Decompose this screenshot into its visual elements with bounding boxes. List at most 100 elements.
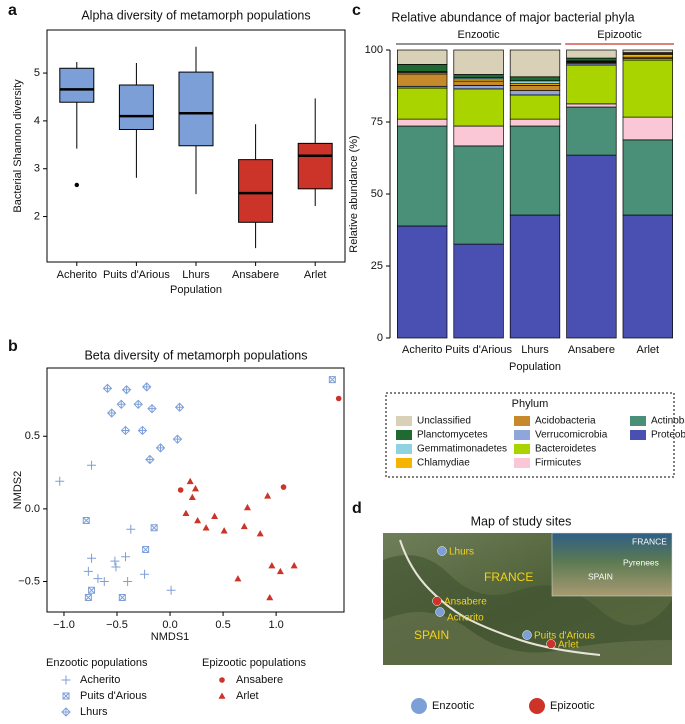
chart-title: Alpha diversity of metamorph populations — [81, 8, 310, 22]
point — [276, 567, 284, 575]
point — [243, 503, 251, 511]
point — [186, 477, 194, 485]
point — [106, 408, 117, 418]
x-tick-label: 0.0 — [162, 619, 177, 631]
map-title: Map of study sites — [471, 514, 572, 528]
point — [120, 552, 130, 562]
legend-swatch — [396, 458, 412, 468]
site-marker — [546, 639, 556, 649]
point — [194, 517, 202, 524]
point — [133, 399, 143, 410]
group-label: Epizootic — [597, 29, 642, 41]
site-label: Puits d'Arious — [534, 631, 595, 642]
bar-segment — [622, 53, 673, 58]
legend-label: Arlet — [236, 690, 259, 702]
bar-segment — [397, 118, 448, 127]
bar-segment — [397, 225, 448, 339]
bar-segment — [566, 154, 617, 339]
bar-segment — [509, 118, 561, 127]
legend-label: Firmicutes — [535, 458, 581, 469]
legend-box — [385, 392, 675, 478]
box — [118, 84, 154, 130]
bar-segment — [566, 106, 617, 156]
site-marker — [435, 607, 445, 617]
bar-segment — [622, 139, 673, 216]
x-tick-label: Puits d'Arious — [103, 269, 170, 281]
point — [240, 522, 248, 530]
y-tick-label: 2 — [34, 210, 40, 222]
point — [150, 524, 158, 532]
panel-letter: c — [352, 2, 361, 19]
point — [61, 707, 71, 717]
legend-title: Phylum — [512, 398, 549, 410]
bar-segment — [622, 214, 673, 339]
point — [87, 460, 97, 470]
point — [220, 527, 228, 534]
x-tick-label: Puits d'Arious — [445, 344, 512, 356]
point — [290, 562, 298, 569]
point — [182, 509, 190, 517]
point — [188, 493, 196, 501]
site-label: Ansabere — [444, 597, 487, 608]
point — [126, 524, 136, 534]
legend-label: Actinobacteria — [651, 416, 685, 427]
site-label: Lhurs — [449, 547, 474, 558]
bar-segment — [453, 88, 504, 127]
x-tick-label: Arlet — [636, 344, 659, 356]
legend-title: Epizootic populations — [202, 657, 306, 669]
point — [121, 385, 132, 395]
y-tick-label: −0.5 — [18, 575, 40, 587]
plot-frame — [46, 367, 345, 613]
legend-swatch — [396, 430, 412, 440]
point — [55, 476, 65, 486]
site-label: Acherito — [447, 613, 484, 624]
point — [93, 574, 103, 584]
y-tick-label: 3 — [34, 163, 40, 175]
point — [120, 425, 131, 436]
bar-segment — [453, 49, 504, 75]
legend-title: Enzootic populations — [46, 657, 148, 669]
point — [137, 425, 148, 436]
x-tick-label: Arlet — [304, 269, 327, 281]
y-axis-label: Relative abundance (%) — [348, 135, 360, 252]
site-marker — [437, 546, 447, 556]
point — [264, 492, 272, 499]
plot-frame — [46, 29, 346, 263]
point — [145, 454, 155, 465]
legend-label: Planctomycetes — [417, 430, 488, 441]
point — [102, 383, 113, 394]
point — [202, 524, 210, 531]
bar-segment — [453, 85, 504, 90]
point — [147, 403, 157, 414]
point — [328, 376, 336, 384]
bar-segment — [397, 49, 448, 65]
chart-title: Beta diversity of metamorph populations — [84, 348, 307, 362]
legend-swatch — [514, 416, 530, 426]
x-tick-label: Acherito — [57, 269, 97, 281]
y-tick-label: 4 — [34, 115, 40, 127]
site-marker — [522, 630, 532, 640]
legend-swatch — [396, 416, 412, 426]
point — [335, 395, 342, 402]
point — [141, 382, 152, 392]
legend-swatch — [514, 430, 530, 440]
bar-segment — [509, 76, 561, 82]
point — [192, 485, 199, 492]
bar-segment — [566, 49, 617, 59]
point — [87, 553, 97, 563]
x-tick-label: Acherito — [402, 344, 442, 356]
point — [219, 677, 225, 683]
inset-label: FRANCE — [632, 536, 667, 546]
map-image — [383, 532, 673, 665]
legend-label: Acherito — [80, 674, 120, 686]
legend-marker — [529, 698, 545, 714]
point — [82, 517, 90, 524]
x-tick-label: Ansabere — [232, 269, 279, 281]
x-tick-label: Lhurs — [182, 269, 210, 281]
legend-label: Ansabere — [236, 674, 283, 686]
point — [177, 487, 184, 493]
point — [142, 546, 150, 554]
point — [83, 566, 93, 576]
legend-label: Epizootic — [550, 700, 595, 712]
bar-segment — [622, 59, 673, 118]
